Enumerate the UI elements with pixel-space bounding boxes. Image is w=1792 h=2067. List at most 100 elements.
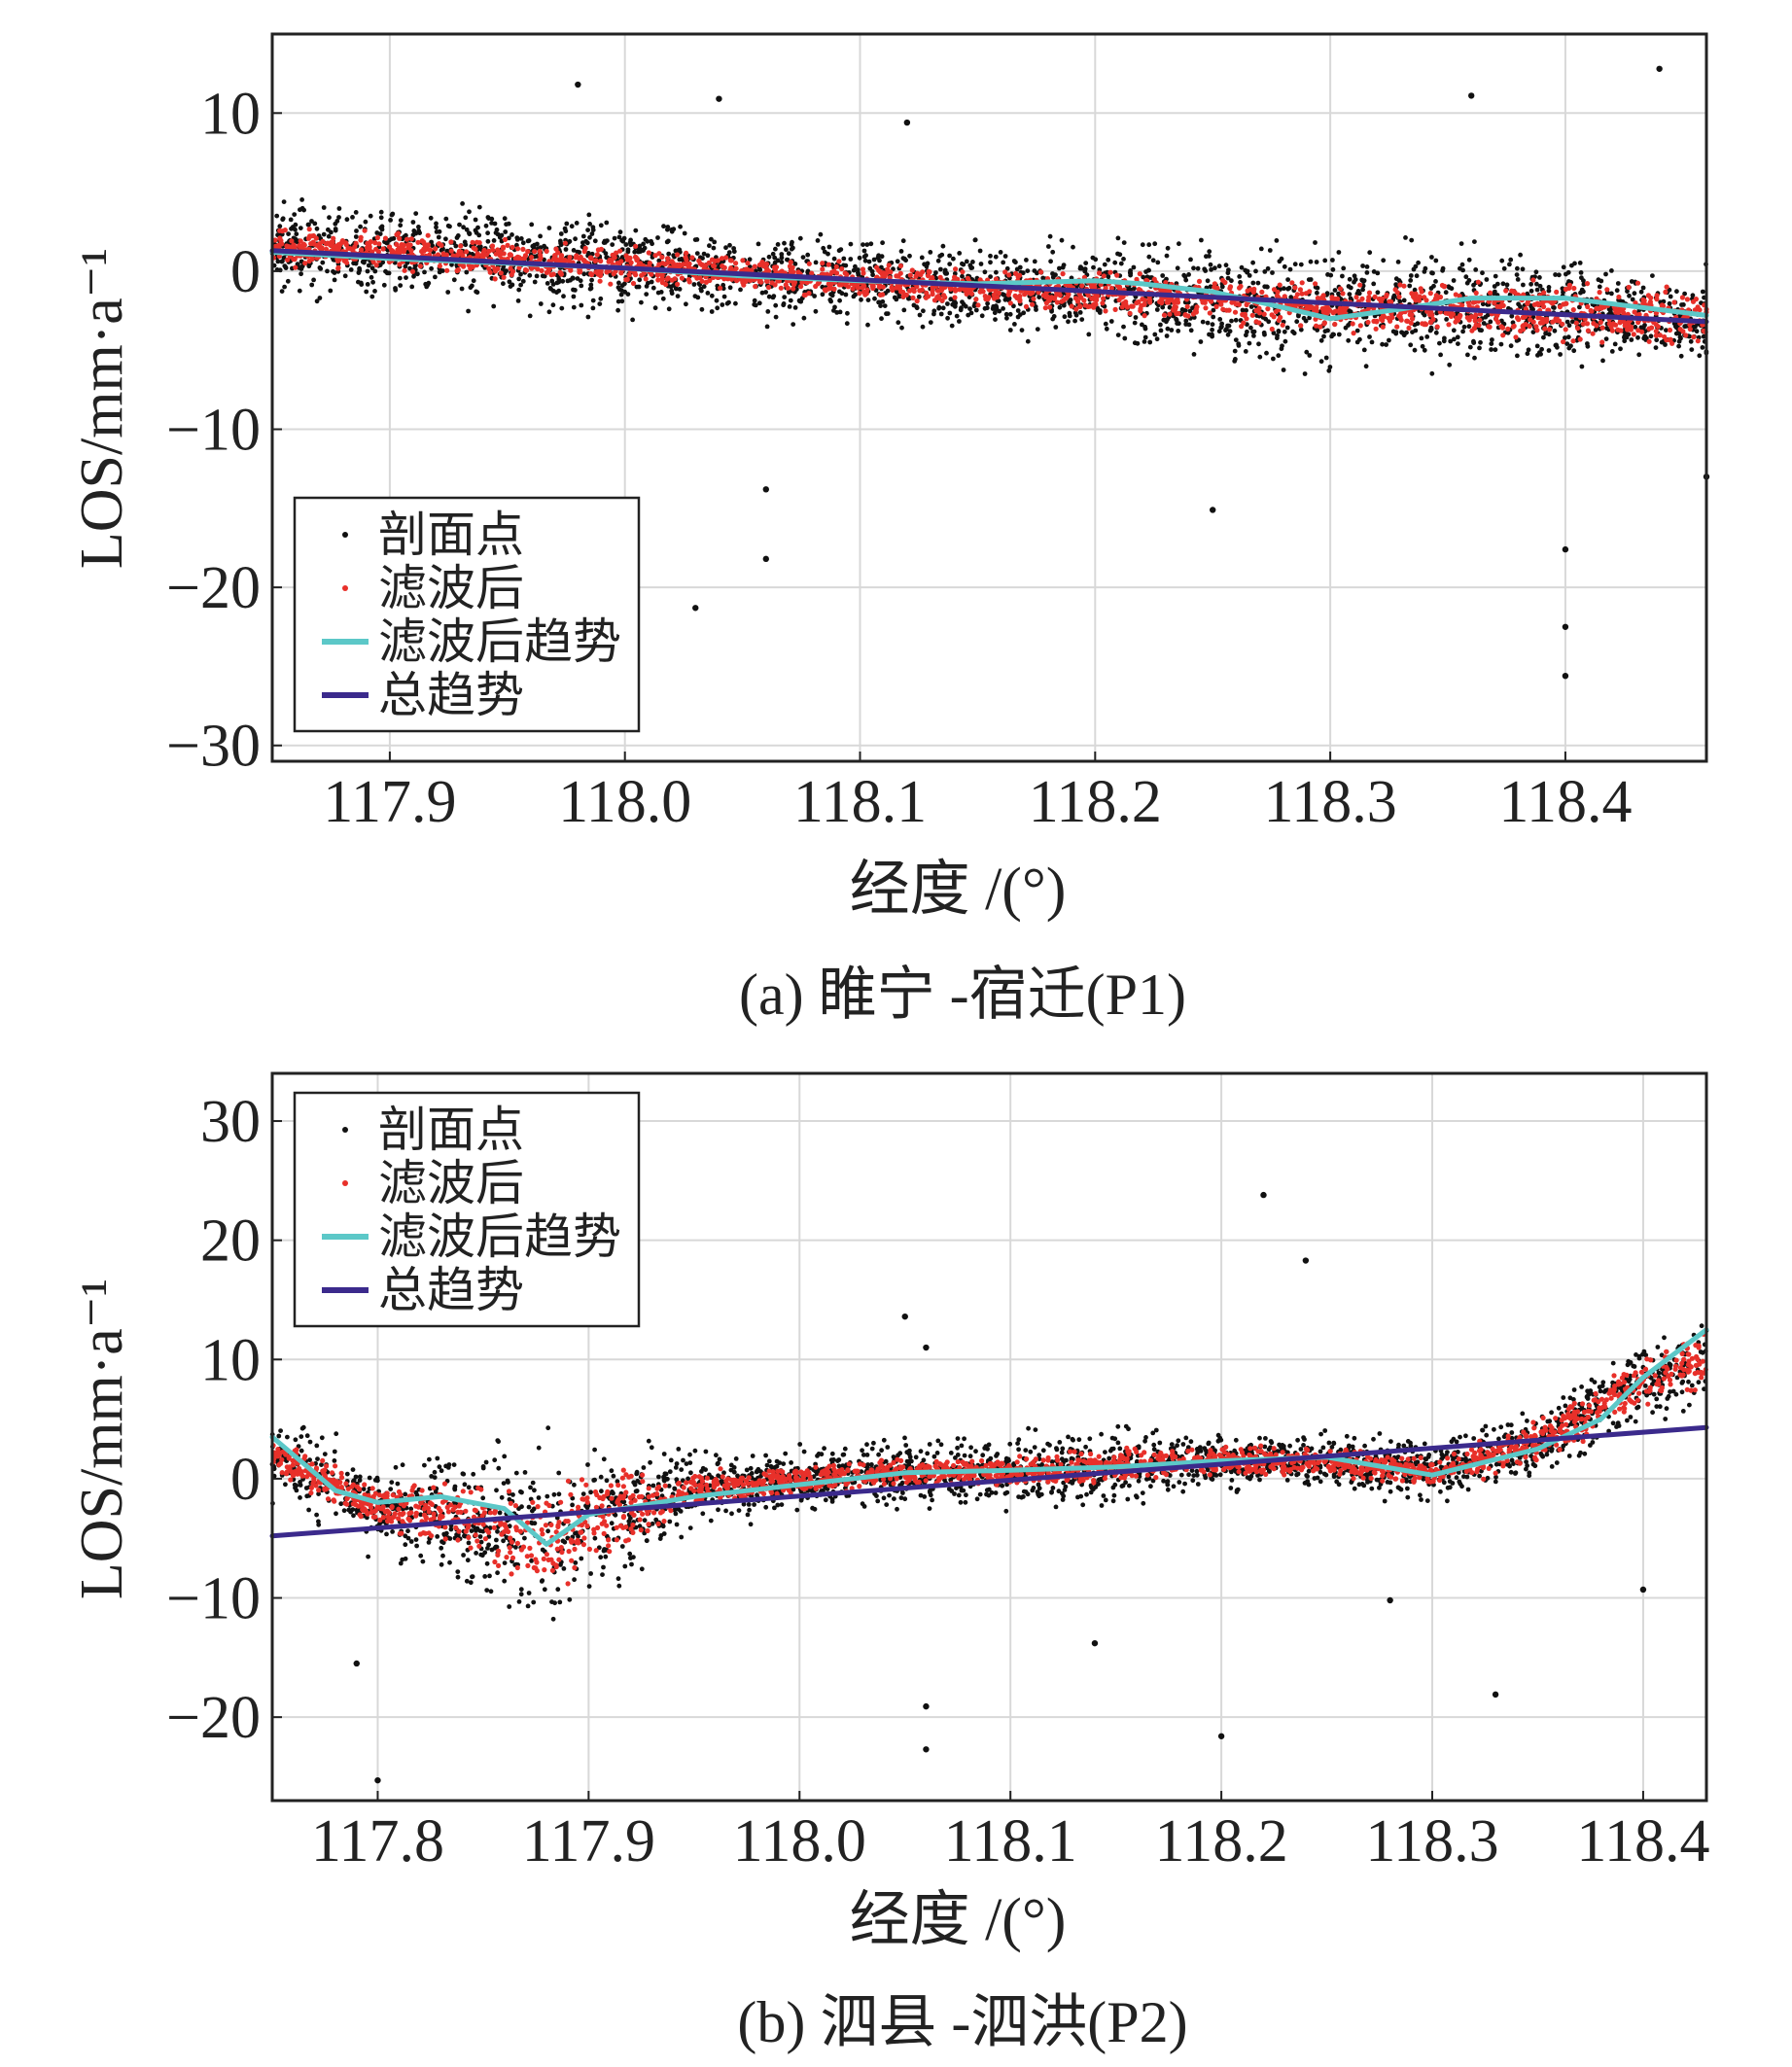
profile-point (855, 267, 861, 272)
profile-point (285, 278, 291, 284)
profile-point (384, 240, 389, 246)
profile-point (550, 302, 556, 308)
profile-point (1428, 286, 1434, 291)
profile-point (304, 1433, 310, 1439)
filtered-point (1209, 298, 1214, 304)
profile-point (1380, 341, 1385, 347)
profile-point (1348, 285, 1353, 291)
profile-point (1515, 265, 1520, 271)
filtered-point (1388, 318, 1393, 324)
profile-point (437, 269, 442, 275)
profile-point (473, 217, 478, 223)
profile-point (1165, 245, 1171, 251)
profile-point (1410, 330, 1415, 334)
profile-point (309, 219, 314, 224)
profile-point (1438, 352, 1443, 358)
profile-point (1384, 342, 1388, 347)
filtered-point (712, 258, 719, 263)
profile-point (1104, 326, 1109, 332)
profile-point (1614, 288, 1620, 294)
filtered-point (882, 273, 888, 279)
filtered-point (1570, 338, 1576, 344)
profile-point (791, 322, 796, 327)
filtered-point (1384, 292, 1389, 298)
profile-point (514, 235, 520, 241)
profile-point (895, 289, 899, 295)
outlier-point (903, 119, 911, 126)
filtered-point (612, 255, 617, 261)
profile-point (1244, 333, 1248, 338)
profile-point (518, 236, 524, 241)
filtered-point (1632, 309, 1637, 315)
profile-point (1155, 260, 1161, 265)
profile-point (1102, 262, 1107, 267)
filtered-point (509, 271, 514, 278)
profile-point (993, 254, 999, 260)
profile-point (1663, 342, 1668, 347)
profile-point (1318, 337, 1324, 343)
profile-point (1177, 241, 1181, 247)
filtered-point (1337, 286, 1344, 292)
filtered-point (582, 245, 588, 251)
filtered-point (402, 267, 407, 273)
filtered-point (343, 240, 349, 246)
profile-point (342, 273, 348, 279)
profile-point (1341, 265, 1347, 271)
profile-point (861, 254, 867, 260)
profile-point (369, 274, 374, 280)
profile-point (960, 273, 965, 279)
filtered-point (697, 261, 703, 266)
profile-point (1106, 257, 1111, 263)
profile-point (1067, 313, 1072, 319)
profile-point (1701, 333, 1706, 339)
profile-point (865, 322, 870, 328)
profile-point (1412, 347, 1418, 353)
profile-point (1477, 1473, 1482, 1479)
profile-point (733, 300, 738, 306)
profile-point (1258, 246, 1264, 252)
filtered-point (367, 244, 372, 250)
filtered-point (679, 275, 685, 281)
filtered-point (505, 242, 510, 248)
profile-point (1284, 325, 1290, 331)
profile-point (1025, 338, 1031, 344)
profile-point (935, 258, 941, 263)
profile-point (1093, 257, 1099, 263)
filtered-point (1527, 323, 1532, 330)
filtered-point (1047, 304, 1053, 310)
filtered-point (1494, 303, 1500, 309)
profile-point (764, 324, 770, 330)
profile-point (1593, 327, 1599, 333)
profile-point (709, 309, 715, 314)
profile-point (1327, 365, 1333, 369)
profile-point (1467, 344, 1473, 350)
profile-point (791, 245, 795, 251)
profile-point (1408, 273, 1414, 278)
profile-point (1422, 347, 1427, 353)
profile-point (1330, 258, 1335, 263)
profile-point (634, 284, 640, 290)
profile-point (526, 1591, 532, 1595)
filtered-point (1541, 303, 1547, 310)
profile-point (585, 1462, 590, 1467)
profile-point (916, 294, 922, 299)
profile-point (1477, 345, 1482, 351)
profile-point (630, 317, 635, 323)
profile-point (772, 255, 778, 261)
profile-point (716, 1507, 720, 1513)
profile-point (1210, 332, 1214, 337)
profile-point (790, 239, 794, 245)
x-axis-title-a: 经度 /(°) (850, 857, 1067, 923)
profile-point (467, 209, 472, 215)
filtered-point (985, 297, 991, 302)
profile-point (546, 226, 552, 230)
filtered-point (394, 231, 400, 237)
profile-point (1271, 331, 1277, 335)
profile-point (699, 306, 705, 312)
profile-point (344, 217, 350, 223)
profile-point (773, 302, 779, 308)
profile-point (1062, 314, 1068, 320)
profile-point (416, 225, 421, 229)
filtered-point (917, 288, 923, 294)
profile-point (586, 212, 592, 218)
